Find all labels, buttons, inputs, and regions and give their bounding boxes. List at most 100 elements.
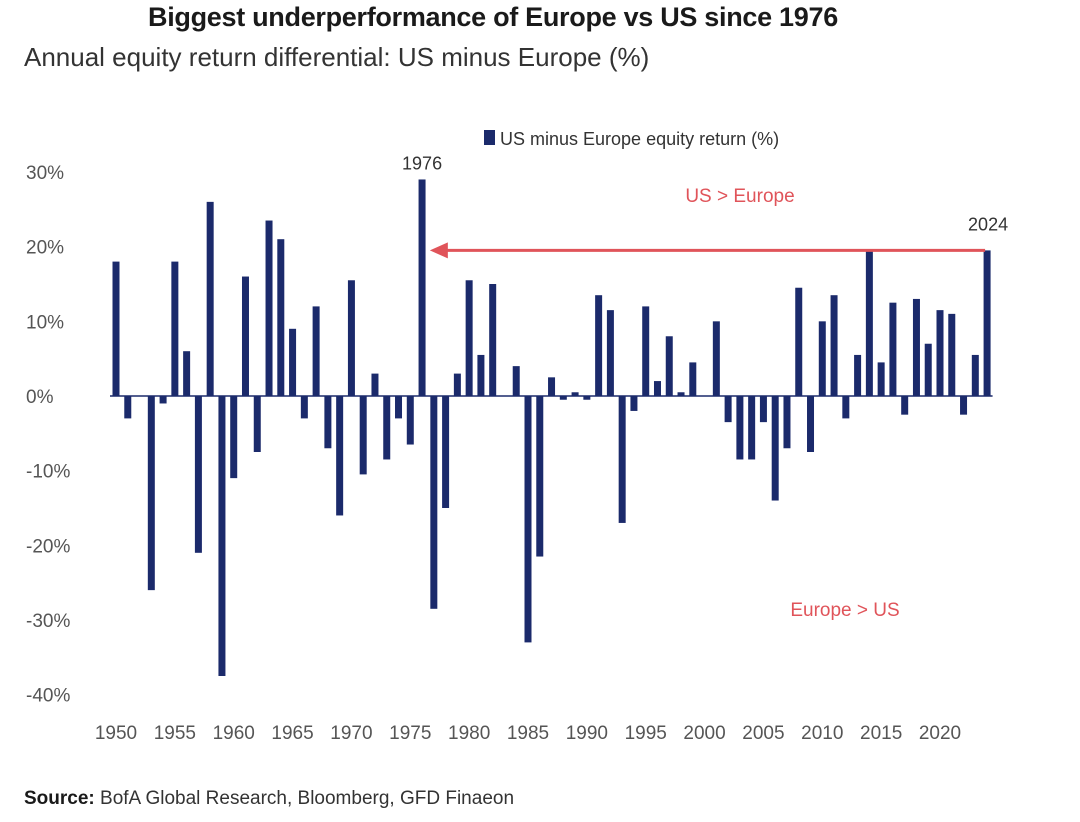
bar-1970 bbox=[347, 280, 355, 396]
bar-1972 bbox=[371, 373, 379, 396]
bar-1975 bbox=[406, 396, 414, 445]
x-axis: 1950 1955 1960 1965 1970 1975 1980 1985 1990 1995… bbox=[95, 723, 961, 744]
bar-1963 bbox=[265, 220, 273, 396]
bar-2019 bbox=[924, 343, 932, 396]
x-tick-label: 1975 bbox=[389, 723, 431, 744]
bar-1954 bbox=[159, 396, 167, 404]
bar-1959 bbox=[218, 396, 226, 676]
bar-1969 bbox=[336, 396, 344, 516]
bar-2004 bbox=[748, 396, 756, 460]
bar-1985 bbox=[524, 396, 532, 643]
bar-1999 bbox=[689, 362, 697, 396]
source-note: Source: BofA Global Research, Bloomberg,… bbox=[24, 788, 514, 810]
bar-2011 bbox=[830, 295, 838, 396]
bar-1996 bbox=[653, 381, 661, 396]
bar-1980 bbox=[465, 280, 473, 396]
bar-1997 bbox=[665, 336, 673, 396]
bar-1989 bbox=[571, 392, 579, 396]
bar-1950 bbox=[112, 261, 120, 396]
bar-2006 bbox=[771, 396, 779, 501]
x-tick-label: 1980 bbox=[448, 723, 490, 744]
y-tick-label: -10% bbox=[26, 462, 70, 483]
y-axis: 30% 20% 10% 0% -10% -20% -30% -40% bbox=[26, 163, 70, 707]
bar-1960 bbox=[230, 396, 238, 479]
bar-2003 bbox=[736, 396, 744, 460]
source-text: BofA Global Research, Bloomberg, GFD Fin… bbox=[100, 788, 515, 809]
bar-1957 bbox=[194, 396, 202, 553]
bar-1973 bbox=[383, 396, 391, 460]
bar-1987 bbox=[548, 377, 556, 396]
bar-1965 bbox=[289, 328, 297, 396]
y-tick-label: -30% bbox=[26, 611, 70, 632]
annotation-2024: 2024 bbox=[968, 214, 1008, 234]
x-tick-label: 2010 bbox=[801, 723, 843, 744]
bar-2016 bbox=[889, 302, 897, 396]
bar-1951 bbox=[124, 396, 132, 419]
bar-2018 bbox=[912, 298, 920, 396]
bar-1986 bbox=[536, 396, 544, 557]
bar-1976 bbox=[418, 179, 426, 396]
x-tick-label: 1990 bbox=[566, 723, 608, 744]
bar-1956 bbox=[183, 351, 191, 396]
bar-1958 bbox=[206, 201, 214, 396]
bar-1962 bbox=[253, 396, 261, 452]
bar-1968 bbox=[324, 396, 332, 449]
bar-2022 bbox=[960, 396, 968, 415]
bar-1992 bbox=[606, 310, 614, 396]
source-label: Source: bbox=[24, 788, 95, 809]
bar-1978 bbox=[442, 396, 450, 508]
y-tick-label: 10% bbox=[26, 312, 64, 333]
annotation-europe-over-us: Europe > US bbox=[790, 600, 899, 621]
y-tick-label: -20% bbox=[26, 536, 70, 557]
bar-1982 bbox=[489, 284, 497, 396]
y-tick-label: -40% bbox=[26, 686, 70, 707]
bar-2015 bbox=[877, 362, 885, 396]
x-tick-label: 2020 bbox=[919, 723, 961, 744]
bar-1967 bbox=[312, 306, 320, 396]
bar-series bbox=[112, 179, 991, 676]
bar-1981 bbox=[477, 354, 485, 396]
bar-1953 bbox=[147, 396, 155, 591]
y-tick-label: 30% bbox=[26, 163, 64, 184]
bar-2014 bbox=[865, 250, 873, 396]
x-tick-label: 1960 bbox=[213, 723, 255, 744]
bar-2009 bbox=[807, 396, 815, 452]
bar-2013 bbox=[854, 354, 862, 396]
bar-2017 bbox=[901, 396, 909, 415]
bar-1979 bbox=[453, 373, 461, 396]
x-tick-label: 1995 bbox=[625, 723, 667, 744]
bar-1964 bbox=[277, 239, 285, 396]
legend: US minus Europe equity return (%) bbox=[484, 129, 779, 149]
x-tick-label: 1955 bbox=[154, 723, 196, 744]
bar-2001 bbox=[712, 321, 720, 396]
legend-label: US minus Europe equity return (%) bbox=[500, 129, 779, 149]
bar-1990 bbox=[583, 396, 591, 400]
bar-2010 bbox=[818, 321, 826, 396]
bar-1994 bbox=[630, 396, 638, 411]
bar-1998 bbox=[677, 392, 685, 396]
bar-2008 bbox=[795, 287, 803, 396]
y-tick-label: 0% bbox=[26, 387, 54, 408]
x-tick-label: 1985 bbox=[507, 723, 549, 744]
bar-1955 bbox=[171, 261, 179, 396]
bar-2005 bbox=[759, 396, 767, 423]
x-tick-label: 1970 bbox=[330, 723, 372, 744]
x-tick-label: 2015 bbox=[860, 723, 902, 744]
bar-2007 bbox=[783, 396, 791, 449]
legend-swatch bbox=[484, 130, 495, 145]
x-tick-label: 1950 bbox=[95, 723, 137, 744]
bar-1961 bbox=[241, 276, 249, 396]
bar-2021 bbox=[948, 313, 956, 396]
arrow-head bbox=[429, 242, 448, 259]
comparison-arrow bbox=[429, 242, 986, 259]
x-tick-label: 1965 bbox=[271, 723, 313, 744]
bar-chart: 30% 20% 10% 0% -10% -20% -30% -40% 1950 1955 1960… bbox=[26, 129, 1008, 744]
bar-1966 bbox=[300, 396, 308, 419]
bar-1991 bbox=[595, 295, 603, 396]
bar-2012 bbox=[842, 396, 850, 419]
bar-2020 bbox=[936, 310, 944, 396]
bar-2023 bbox=[971, 354, 979, 396]
bar-1984 bbox=[512, 366, 520, 396]
x-tick-label: 2005 bbox=[742, 723, 784, 744]
